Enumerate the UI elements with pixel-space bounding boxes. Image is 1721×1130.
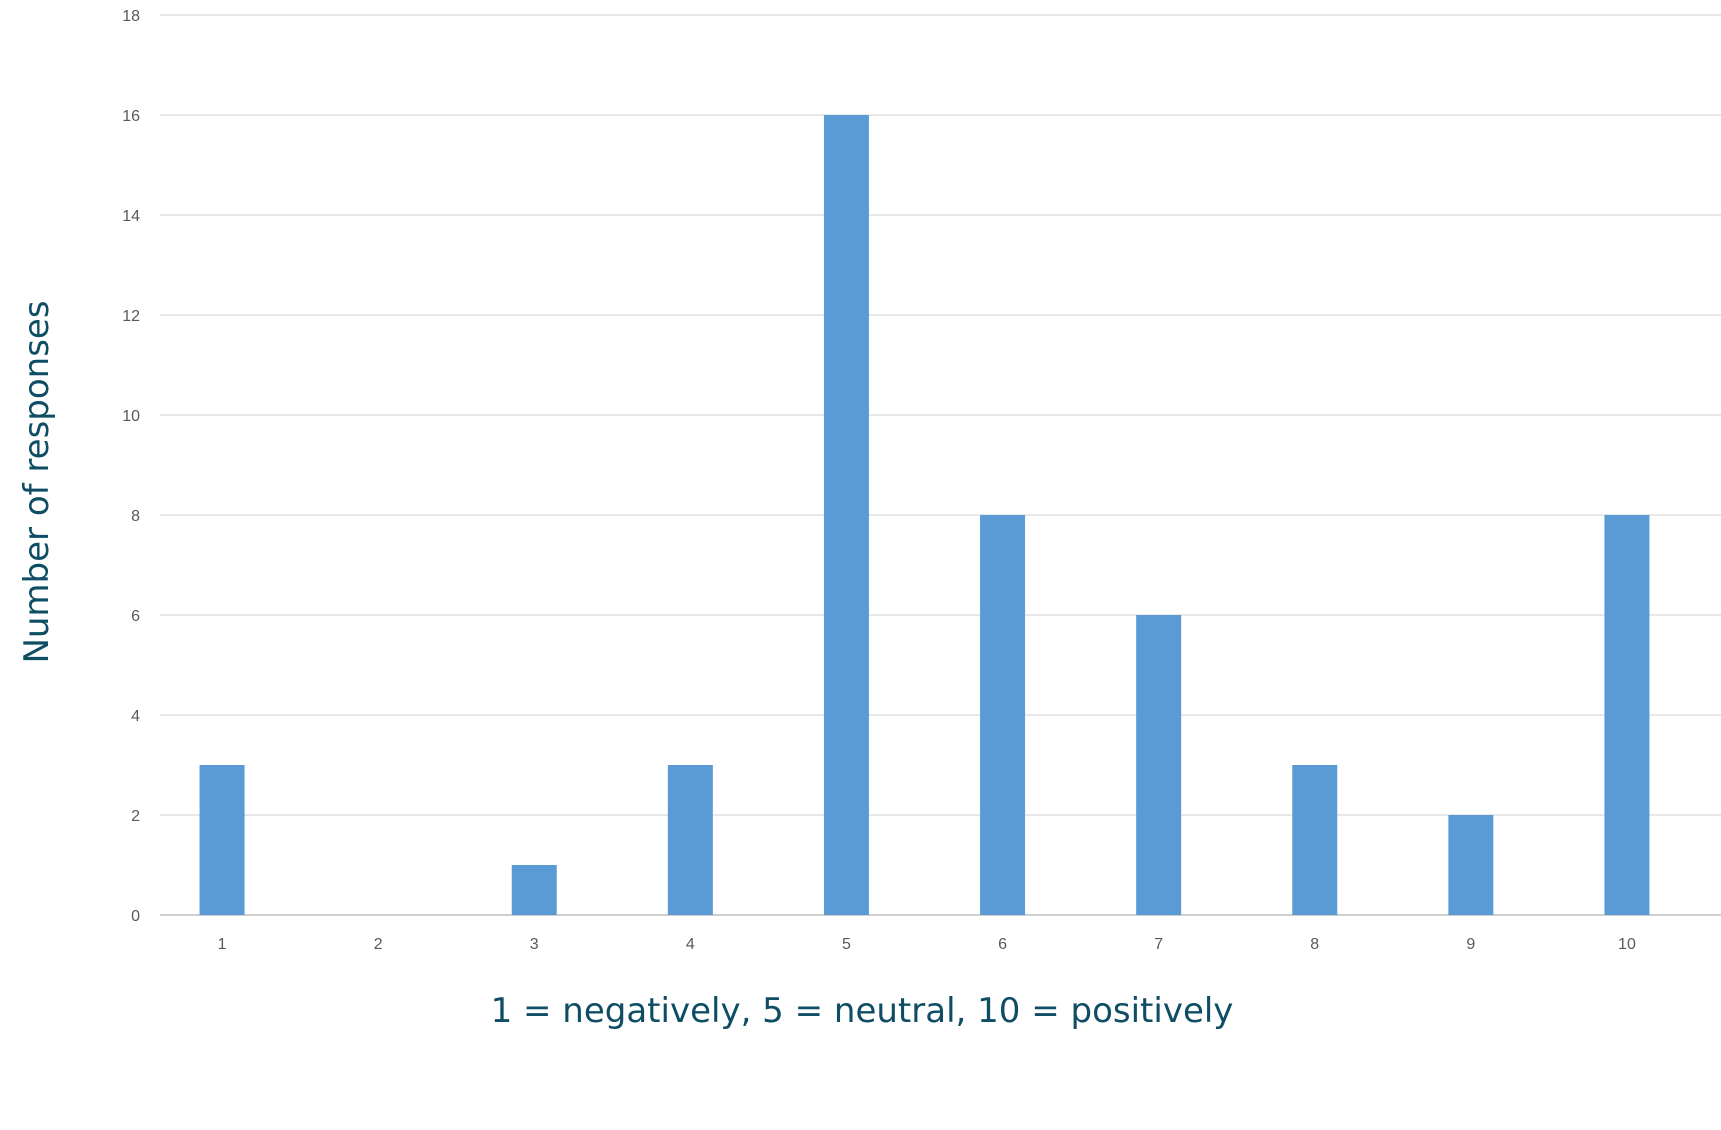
bar: [980, 515, 1026, 915]
bar: [511, 865, 557, 915]
x-tick-label: 1: [218, 936, 227, 953]
x-tick-label: 4: [686, 936, 695, 953]
y-tick-label: 18: [122, 8, 140, 25]
bar: [199, 765, 245, 915]
x-tick-label: 7: [1154, 936, 1163, 953]
x-axis-title: 1 = negatively, 5 = neutral, 10 = positi…: [491, 991, 1234, 1031]
bars: [199, 115, 1650, 915]
bar: [823, 115, 869, 915]
x-tick-label: 3: [530, 936, 539, 953]
y-tick-label: 14: [122, 208, 140, 225]
y-tick-label: 12: [122, 308, 140, 325]
bar: [1448, 815, 1494, 915]
bar: [1292, 765, 1338, 915]
y-tick-label: 2: [131, 808, 140, 825]
bar: [1136, 615, 1182, 915]
y-tick-label: 6: [131, 608, 140, 625]
bar: [667, 765, 713, 915]
x-tick-label: 6: [998, 936, 1007, 953]
gridlines: [160, 14, 1721, 916]
y-tick-label: 8: [131, 508, 140, 525]
x-tick-label: 8: [1310, 936, 1319, 953]
y-tick-label: 0: [131, 908, 140, 925]
y-tick-label: 10: [122, 408, 140, 425]
x-tick-label: 9: [1466, 936, 1475, 953]
bar: [1604, 515, 1650, 915]
y-tick-label: 4: [131, 708, 140, 725]
y-tick-label: 16: [122, 108, 140, 125]
x-axis-ticks: 1 2 3 4 5 6 7 8 9 10: [218, 936, 1636, 953]
y-axis-ticks: 0 2 4 6 8 10 12 14 16 18: [122, 8, 140, 925]
y-axis-title: Number of responses: [17, 300, 57, 663]
x-tick-label: 2: [374, 936, 383, 953]
x-tick-label: 5: [842, 936, 851, 953]
x-tick-label: 10: [1618, 936, 1636, 953]
